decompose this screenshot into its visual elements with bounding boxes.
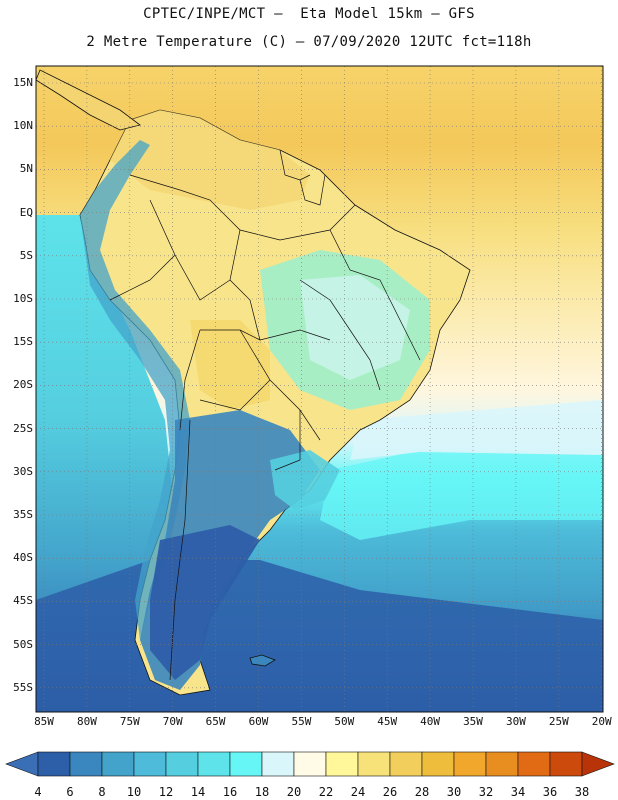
colorbar-segment	[421, 751, 455, 777]
lon-label: 45W	[377, 715, 398, 728]
lat-label: 30S	[13, 464, 33, 478]
lat-label: EQ	[19, 205, 33, 219]
colorbar-label: 24	[350, 785, 366, 799]
colorbar-label: 8	[98, 785, 106, 799]
colorbar-label: 10	[126, 785, 142, 799]
colorbar-label: 34	[510, 785, 526, 799]
lat-label: 5S	[19, 248, 33, 262]
colorbar-segment	[357, 751, 391, 777]
colorbar-segment	[37, 751, 71, 777]
colorbar-segment	[485, 751, 519, 777]
lon-label: 30W	[505, 715, 526, 728]
lon-label: 85W	[34, 715, 54, 728]
lat-label: 15N	[13, 76, 33, 89]
lon-label: 25W	[548, 715, 569, 728]
lon-label: 75W	[119, 715, 140, 728]
colorbar-segment	[69, 751, 103, 777]
colorbar-label: 38	[574, 785, 590, 799]
colorbar-low-arrow	[5, 751, 39, 777]
lon-label: 40W	[420, 715, 441, 728]
colorbar-high-arrow	[581, 751, 615, 777]
lat-lon-grid	[36, 66, 603, 712]
lon-label: 65W	[205, 715, 226, 728]
colorbar-label: 26	[382, 785, 398, 799]
colorbar-label: 18	[254, 785, 270, 799]
colorbar-label: 14	[190, 785, 206, 799]
lon-label: 80W	[76, 715, 97, 728]
colorbar-segment	[517, 751, 551, 777]
lat-label: 45S	[13, 594, 33, 608]
map-border	[35, 65, 604, 713]
lon-label: 35W	[463, 715, 483, 728]
colorbar-segment	[165, 751, 199, 777]
colorbar-segment	[101, 751, 135, 777]
colorbar-label: 30	[446, 785, 462, 799]
lon-label: 60W	[248, 715, 269, 728]
colorbar-segment	[293, 751, 327, 777]
lon-label: 20W	[591, 715, 612, 728]
colorbar-segment	[453, 751, 487, 777]
colorbar-label: 32	[478, 785, 494, 799]
colorbar-segment	[229, 751, 263, 777]
lat-label: 35S	[13, 508, 33, 521]
colorbar-label: 16	[222, 785, 238, 799]
lat-label: 40S	[13, 551, 33, 565]
colorbar-label: 22	[318, 785, 334, 799]
lat-label: 10S	[13, 292, 33, 305]
colorbar-label: 6	[66, 785, 74, 799]
lon-label: 55W	[291, 715, 312, 728]
colorbar-label: 12	[158, 785, 174, 799]
lat-label: 50S	[13, 637, 33, 651]
colorbar-segment	[133, 751, 167, 777]
lat-label: 20S	[13, 378, 33, 392]
lon-label: 50W	[334, 715, 355, 728]
lat-label: 55S	[13, 680, 33, 694]
colorbar-segment	[389, 751, 423, 777]
colorbar-segment	[549, 751, 583, 777]
lat-label: 25S	[13, 421, 33, 435]
lon-label: 70W	[162, 715, 183, 728]
colorbar-label: 28	[414, 785, 430, 799]
colorbar-label: 36	[542, 785, 558, 799]
colorbar-label: 4	[34, 785, 42, 799]
colorbar-segment	[197, 751, 231, 777]
colorbar-label: 20	[286, 785, 302, 799]
title-line-1: CPTEC/INPE/MCT – Eta Model 15km – GFS	[143, 6, 475, 22]
colorbar-segment	[325, 751, 359, 777]
colorbar	[5, 751, 615, 777]
lat-label: 5N	[19, 162, 33, 176]
colorbar-segment	[261, 751, 295, 777]
lat-label: 15S	[13, 335, 33, 349]
title-line-2: 2 Metre Temperature (C) – 07/09/2020 12U…	[86, 34, 532, 50]
lat-label: 10N	[13, 119, 33, 133]
